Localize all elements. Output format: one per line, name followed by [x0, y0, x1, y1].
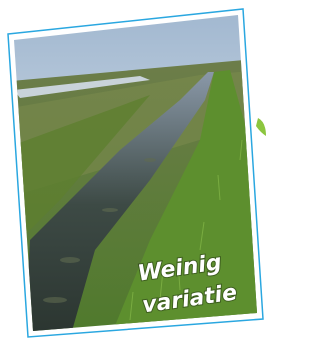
photo-card: Weinig variatie — [0, 0, 266, 338]
page: Weinig variatie (() => { const data = JS… — [0, 0, 320, 338]
leaf — [256, 118, 266, 136]
